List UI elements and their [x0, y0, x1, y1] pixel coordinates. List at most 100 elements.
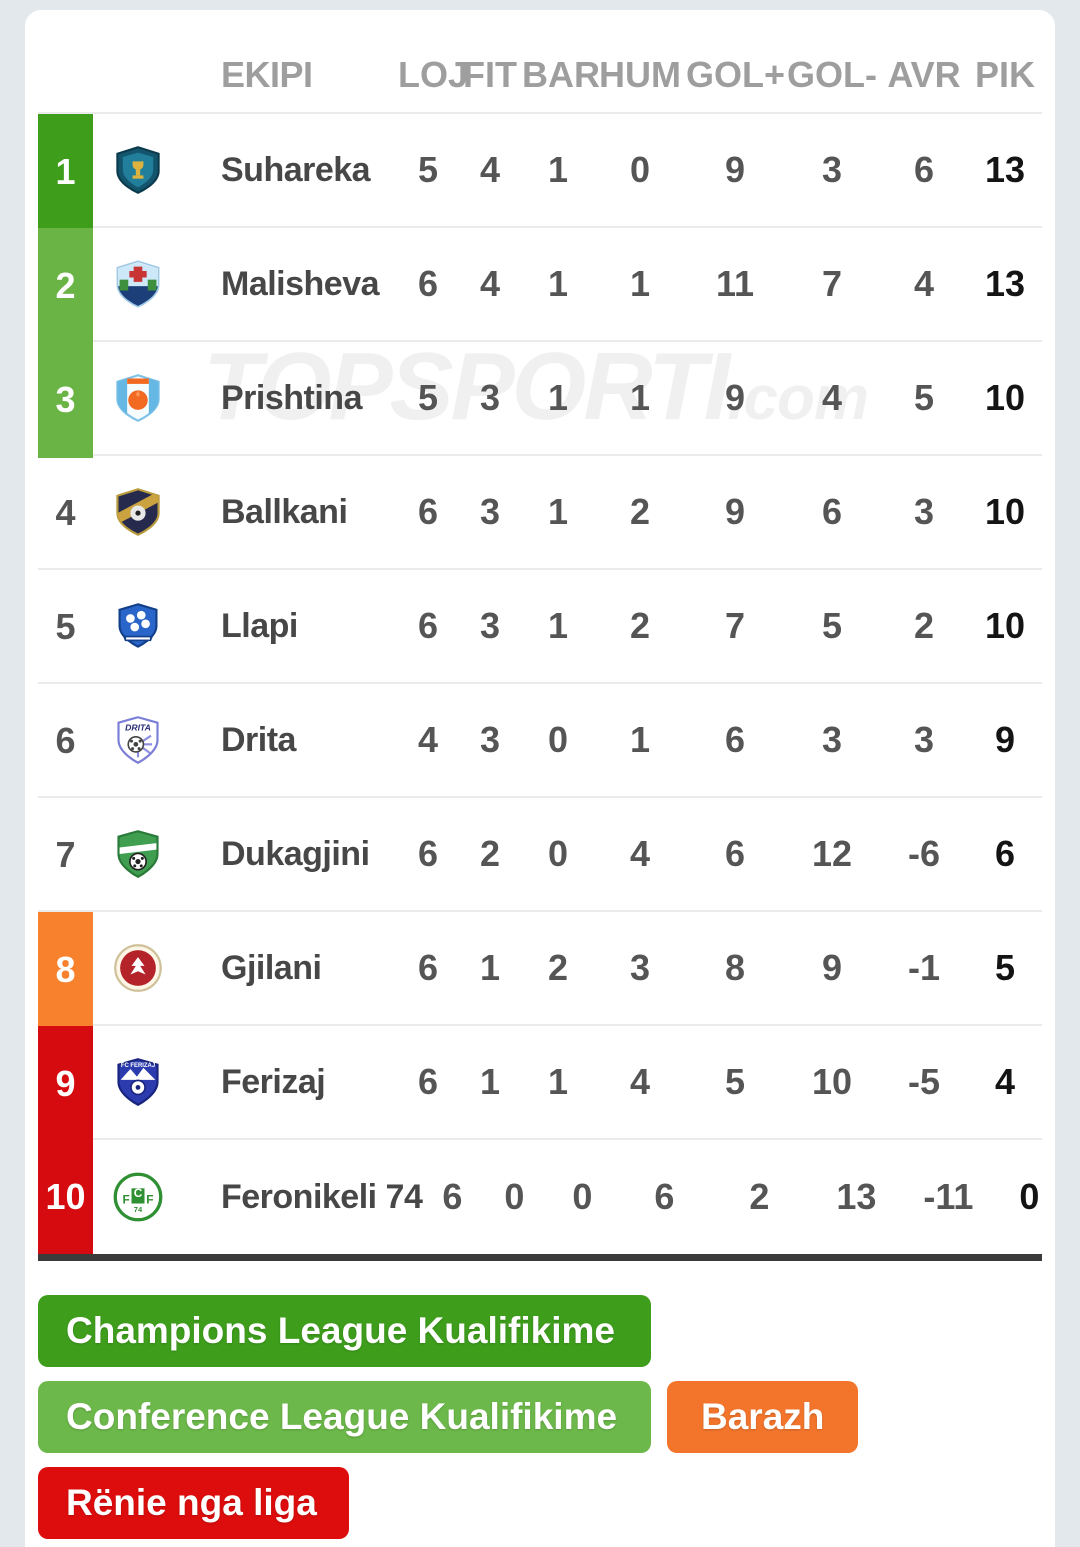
cell-fit: 1 — [479, 947, 501, 988]
table-row-malisheva[interactable]: 2 Malisheva 6 4 1 1 11 7 4 13 — [38, 228, 1042, 344]
cell-fit: 4 — [479, 149, 501, 190]
cell-gol-plus: 9 — [724, 491, 746, 532]
table-row-dukagjini[interactable]: 7 Dukagjini 6 2 0 4 6 12 -6 6 — [38, 798, 1042, 912]
table-row-llapi[interactable]: 5 Llapi 6 3 1 2 7 5 2 10 — [38, 570, 1042, 684]
cell-hum: 6 — [654, 1176, 675, 1217]
cell-avr: 3 — [913, 491, 935, 532]
cell-bar: 1 — [547, 263, 569, 304]
table-row-suhareka[interactable]: 1 Suhareka 5 4 1 0 9 3 6 13 — [38, 114, 1042, 230]
svg-text:DRITA: DRITA — [125, 722, 151, 732]
cell-hum: 4 — [629, 1061, 651, 1102]
cell-fit: 3 — [479, 491, 501, 532]
cell-pik: 9 — [994, 719, 1016, 760]
header-gol-minus: GOL- — [787, 54, 877, 95]
rank-number: 3 — [55, 379, 76, 420]
cell-loj: 6 — [442, 1176, 463, 1217]
rank-badge: 9 — [38, 1026, 93, 1142]
cell-bar: 1 — [547, 605, 569, 646]
standings-table: EKIPI LOJ FIT BAR HUM GOL+ GOL- AVR PIK … — [38, 38, 1042, 1261]
cell-avr: -1 — [907, 947, 940, 988]
team-name: Llapi — [221, 606, 298, 645]
table-row-ferizaj[interactable]: 9 FC FERIZAJ Ferizaj 6 1 1 4 5 10 -5 4 — [38, 1026, 1042, 1142]
cell-avr: -5 — [907, 1061, 940, 1102]
cell-bar: 0 — [572, 1176, 593, 1217]
cell-loj: 6 — [417, 491, 439, 532]
cell-avr: -6 — [907, 833, 940, 874]
cell-fit: 3 — [479, 719, 501, 760]
rank-plain: 6 — [38, 684, 93, 798]
cell-hum: 1 — [629, 263, 651, 304]
svg-text:F: F — [146, 1193, 153, 1207]
table-row-ballkani[interactable]: 4 Ballkani 6 3 1 2 9 6 3 10 — [38, 456, 1042, 570]
cell-bar: 0 — [547, 719, 569, 760]
header-bar: BAR — [522, 54, 600, 95]
conference-league-legend-button[interactable]: Conference League Kualifikime — [38, 1381, 651, 1453]
cell-pik: 13 — [984, 149, 1026, 190]
cell-avr: 4 — [913, 263, 935, 304]
cell-loj: 6 — [417, 605, 439, 646]
cell-gol-minus: 9 — [821, 947, 843, 988]
svg-text:74: 74 — [134, 1205, 143, 1214]
cell-avr: 6 — [913, 149, 935, 190]
table-row-prishtina[interactable]: 3 Prishtina 5 3 1 1 9 4 5 10 — [38, 342, 1042, 458]
rank-badge: 1 — [38, 114, 93, 230]
cell-pik: 0 — [1019, 1176, 1040, 1217]
cell-gol-plus: 9 — [724, 377, 746, 418]
prishtina-logo — [93, 372, 183, 424]
team-name: Gjilani — [221, 948, 322, 987]
cell-loj: 5 — [417, 377, 439, 418]
cell-pik: 5 — [994, 947, 1016, 988]
team-name: Dukagjini — [221, 834, 370, 873]
cell-pik: 6 — [994, 833, 1016, 874]
champions-league-legend-button[interactable]: Champions League Kualifikime — [38, 1295, 651, 1367]
cell-gol-plus: 2 — [749, 1176, 770, 1217]
barazh-legend-button[interactable]: Barazh — [667, 1381, 859, 1453]
svg-text:F: F — [122, 1193, 129, 1207]
cell-gol-minus: 7 — [821, 263, 843, 304]
cell-bar: 2 — [547, 947, 569, 988]
relegation-legend-button[interactable]: Rënie nga liga — [38, 1467, 349, 1539]
cell-gol-minus: 12 — [811, 833, 853, 874]
cell-gol-plus: 5 — [724, 1061, 746, 1102]
cell-loj: 5 — [417, 149, 439, 190]
drita-logo: DRITA — [93, 714, 183, 766]
cell-avr: 3 — [913, 719, 935, 760]
cell-loj: 4 — [417, 719, 439, 760]
rank-number: 4 — [55, 492, 76, 533]
cell-gol-plus: 9 — [724, 149, 746, 190]
team-name: Prishtina — [221, 378, 362, 417]
suhareka-logo — [93, 144, 183, 196]
cell-gol-plus: 6 — [724, 833, 746, 874]
header-gol-plus: GOL+ — [686, 54, 786, 95]
cell-avr: 2 — [913, 605, 935, 646]
table-row-feronikeli-74[interactable]: 10 C F F 74 Feronikeli 74 6 0 0 6 2 13 -11 … — [38, 1140, 1042, 1254]
header-hum: HUM — [599, 54, 681, 95]
svg-text:FC FERIZAJ: FC FERIZAJ — [121, 1063, 155, 1069]
cell-hum: 2 — [629, 605, 651, 646]
cell-fit: 3 — [479, 605, 501, 646]
header-fit: FIT — [463, 54, 517, 95]
cell-hum: 3 — [629, 947, 651, 988]
cell-pik: 10 — [984, 377, 1026, 418]
rank-number: 2 — [55, 265, 76, 306]
cell-pik: 13 — [984, 263, 1026, 304]
rank-plain: 7 — [38, 798, 93, 912]
rank-number: 9 — [55, 1063, 76, 1104]
llapi-logo — [93, 600, 183, 652]
rank-number: 1 — [55, 151, 76, 192]
cell-avr: 5 — [913, 377, 935, 418]
cell-bar: 1 — [547, 491, 569, 532]
team-name: Feronikeli 74 — [221, 1177, 423, 1216]
cell-fit: 0 — [504, 1176, 525, 1217]
cell-fit: 1 — [479, 1061, 501, 1102]
team-name: Ballkani — [221, 492, 348, 531]
table-row-gjilani[interactable]: 8 Gjilani 6 1 2 3 8 9 -1 5 — [38, 912, 1042, 1028]
rank-number: 6 — [55, 720, 76, 761]
table-row-drita[interactable]: 6 DRITA Drita 4 3 0 1 6 3 3 9 — [38, 684, 1042, 798]
rank-badge: 10 — [38, 1140, 93, 1254]
cell-avr: -11 — [923, 1176, 974, 1217]
rank-badge: 3 — [38, 342, 93, 458]
cell-hum: 4 — [629, 833, 651, 874]
standings-card: TOPSPORTI.com EKIPI LOJ FIT BAR HUM GOL+… — [25, 10, 1055, 1547]
ballkani-logo — [93, 486, 183, 538]
